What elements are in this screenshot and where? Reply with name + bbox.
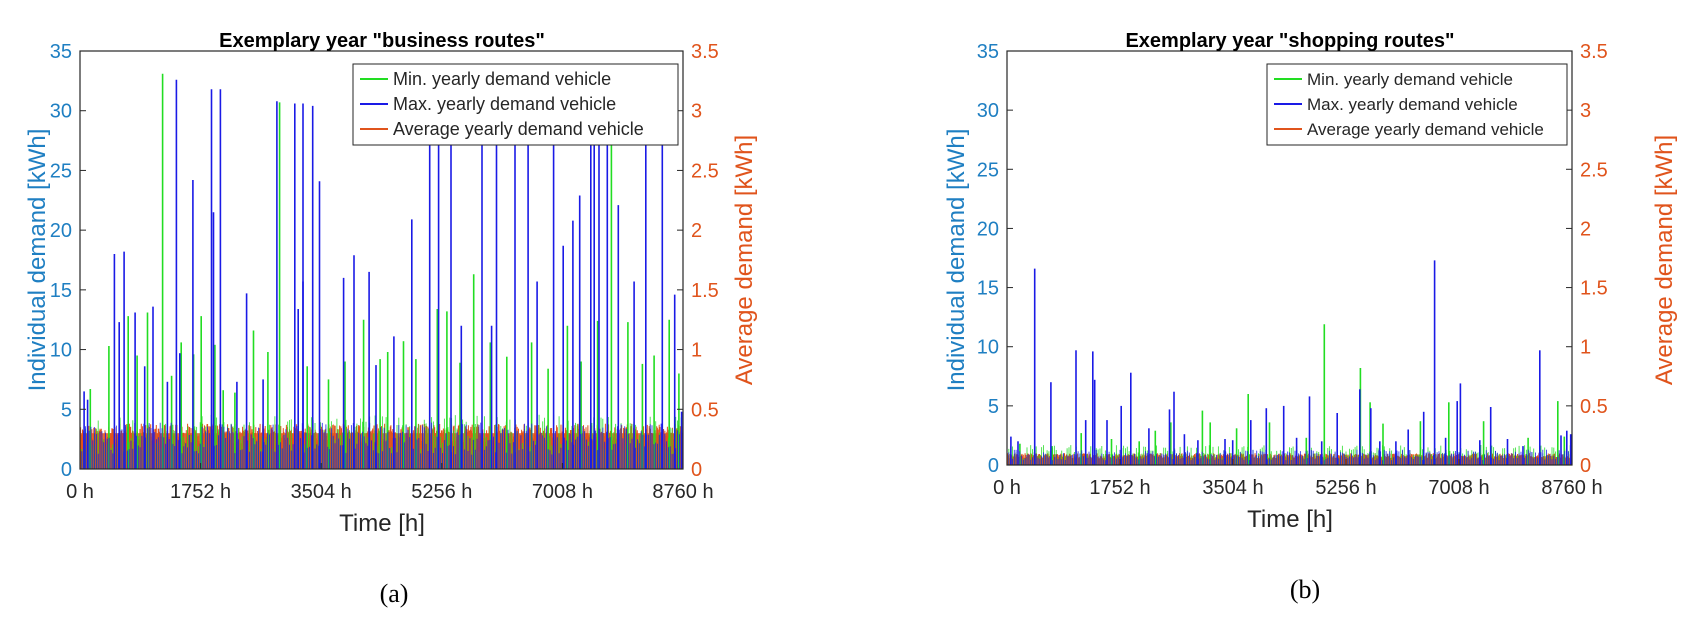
chart-a-max-series bbox=[79, 79, 684, 469]
chart-a-right-axis: 0 0.5 1 1.5 2 2.5 3 3.5 bbox=[677, 41, 719, 481]
chart-a-ytick-3: 15 bbox=[50, 280, 72, 302]
chart-b-ytick-right-6: 3 bbox=[1580, 100, 1591, 122]
chart-b-ytick-right-7: 3.5 bbox=[1580, 41, 1608, 63]
chart-b-ytick-3: 15 bbox=[977, 278, 999, 300]
chart-a-xlabel: Time [h] bbox=[339, 510, 425, 537]
chart-a-ytick-right-2: 1 bbox=[691, 340, 702, 362]
chart-a-ytick-right-7: 3.5 bbox=[691, 41, 719, 63]
chart-a-ytick-2: 10 bbox=[50, 340, 72, 362]
chart-b-x-axis: 0 h 1752 h 3504 h 5256 h 7008 h 8760 h bbox=[993, 459, 1603, 499]
chart-b-xtick-3: 5256 h bbox=[1315, 477, 1376, 499]
chart-b-ytick-7: 35 bbox=[977, 41, 999, 63]
chart-b-title: Exemplary year "shopping routes" bbox=[1125, 30, 1454, 52]
chart-b-xtick-0: 0 h bbox=[993, 477, 1021, 499]
chart-a-ytick-1: 5 bbox=[61, 399, 72, 421]
chart-b-legend: Min. yearly demand vehicle Max. yearly d… bbox=[1266, 63, 1568, 146]
chart-b-ytick-right-4: 2 bbox=[1580, 218, 1591, 240]
chart-a-ytick-7: 35 bbox=[50, 41, 72, 63]
chart-b-legend-max: Max. yearly demand vehicle bbox=[1307, 95, 1518, 114]
chart-b-ylabel: Individual demand [kWh] bbox=[943, 129, 970, 392]
chart-a: 0 5 10 15 20 25 30 35 0 0.5 1 1.5 2 2.5 3 3.5 0 h 1752 … bbox=[24, 30, 758, 608]
chart-a-ytick-4: 20 bbox=[50, 220, 72, 242]
chart-b: 0 5 10 15 20 25 30 35 0 0.5 1 1.5 2 2.5 3 3.5 0 h 1752 … bbox=[943, 30, 1678, 604]
chart-b-ytick-right-5: 2.5 bbox=[1580, 159, 1608, 181]
chart-b-max-series bbox=[1006, 260, 1573, 465]
chart-a-xtick-3: 5256 h bbox=[411, 481, 472, 503]
chart-b-ytick-right-3: 1.5 bbox=[1580, 278, 1608, 300]
chart-a-plot-frame bbox=[79, 50, 684, 470]
chart-b-ytick-2: 10 bbox=[977, 337, 999, 359]
chart-b-ytick-1: 5 bbox=[988, 396, 999, 418]
chart-b-ytick-4: 20 bbox=[977, 218, 999, 240]
chart-b-xtick-2: 3504 h bbox=[1202, 477, 1263, 499]
chart-a-ylabel: Individual demand [kWh] bbox=[24, 129, 51, 392]
chart-b-ytick-0: 0 bbox=[988, 455, 999, 477]
chart-a-ytick-0: 0 bbox=[61, 459, 72, 481]
chart-a-ylabel-right: Average demand [kWh] bbox=[731, 135, 758, 385]
chart-b-ytick-right-2: 1 bbox=[1580, 337, 1591, 359]
chart-a-title: Exemplary year "business routes" bbox=[219, 30, 545, 52]
chart-b-xtick-1: 1752 h bbox=[1089, 477, 1150, 499]
chart-b-ytick-6: 30 bbox=[977, 100, 999, 122]
chart-a-xtick-2: 3504 h bbox=[291, 481, 352, 503]
chart-a-xtick-4: 7008 h bbox=[532, 481, 593, 503]
chart-b-ytick-right-0: 0 bbox=[1580, 455, 1591, 477]
chart-b-legend-average: Average yearly demand vehicle bbox=[1307, 120, 1544, 139]
chart-a-xtick-0: 0 h bbox=[66, 481, 94, 503]
chart-b-plot-frame bbox=[1006, 50, 1573, 466]
chart-a-ytick-right-3: 1.5 bbox=[691, 280, 719, 302]
chart-a-legend-min: Min. yearly demand vehicle bbox=[393, 69, 611, 89]
chart-b-right-axis: 0 0.5 1 1.5 2 2.5 3 3.5 bbox=[1566, 41, 1608, 477]
chart-b-legend-box bbox=[1266, 63, 1568, 146]
chart-a-legend-average: Average yearly demand vehicle bbox=[393, 119, 644, 139]
chart-a-ytick-right-1: 0.5 bbox=[691, 399, 719, 421]
chart-b-ytick-right-1: 0.5 bbox=[1580, 396, 1608, 418]
chart-a-ytick-right-5: 2.5 bbox=[691, 160, 719, 182]
chart-a-legend: Min. yearly demand vehicle Max. yearly d… bbox=[352, 63, 679, 146]
chart-a-left-axis: 0 5 10 15 20 25 30 35 bbox=[50, 41, 86, 481]
chart-a-x-axis: 0 h 1752 h 3504 h 5256 h 7008 h 8760 h bbox=[66, 463, 714, 503]
chart-a-legend-max: Max. yearly demand vehicle bbox=[393, 94, 616, 114]
chart-a-xtick-1: 1752 h bbox=[170, 481, 231, 503]
chart-a-average-fill bbox=[80, 433, 683, 469]
chart-a-ytick-right-6: 3 bbox=[691, 101, 702, 123]
chart-b-xtick-5: 8760 h bbox=[1541, 477, 1602, 499]
chart-a-ytick-right-0: 0 bbox=[691, 459, 702, 481]
chart-a-xtick-5: 8760 h bbox=[652, 481, 713, 503]
chart-b-ylabel-right: Average demand [kWh] bbox=[1651, 135, 1678, 385]
chart-b-xtick-4: 7008 h bbox=[1428, 477, 1489, 499]
chart-a-subfigure-label: (a) bbox=[380, 579, 409, 608]
chart-b-legend-min: Min. yearly demand vehicle bbox=[1307, 70, 1513, 89]
chart-b-left-axis: 0 5 10 15 20 25 30 35 bbox=[977, 41, 1013, 477]
chart-a-ytick-right-4: 2 bbox=[691, 220, 702, 242]
chart-a-ytick-5: 25 bbox=[50, 160, 72, 182]
chart-a-legend-box bbox=[352, 63, 679, 146]
chart-b-ytick-5: 25 bbox=[977, 159, 999, 181]
chart-b-xlabel: Time [h] bbox=[1247, 506, 1333, 533]
chart-b-subfigure-label: (b) bbox=[1290, 575, 1320, 604]
chart-a-ytick-6: 30 bbox=[50, 101, 72, 123]
